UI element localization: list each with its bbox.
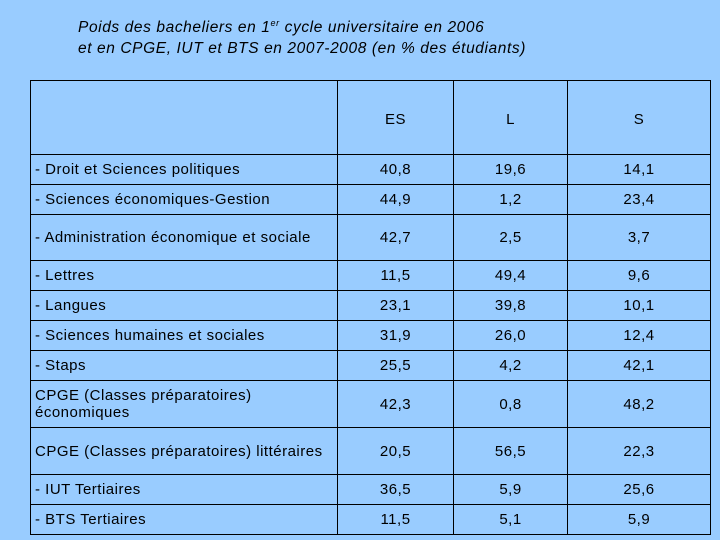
- cell-es: 42,3: [337, 380, 454, 428]
- cell-s: 14,1: [567, 154, 711, 185]
- data-table: ES L S - Droit et Sciences politiques 40…: [30, 80, 711, 535]
- page-title: Poids des bacheliers en 1er cycle univer…: [78, 13, 526, 59]
- cell-l: 26,0: [453, 320, 568, 351]
- table-row: CPGE (Classes préparatoires) littéraires…: [30, 427, 711, 475]
- cell-es: 20,5: [337, 427, 454, 475]
- cell-l: 56,5: [453, 427, 568, 475]
- header-l: L: [453, 80, 568, 155]
- title-superscript: er: [270, 18, 280, 28]
- cell-s: 42,1: [567, 350, 711, 381]
- table-row: - Sciences économiques-Gestion 44,9 1,2 …: [30, 184, 711, 215]
- cell-l: 2,5: [453, 214, 568, 261]
- cell-es: 23,1: [337, 290, 454, 321]
- title-line-1-end: cycle universitaire en 2006: [279, 19, 485, 36]
- row-label: - Administration économique et sociale: [30, 214, 338, 261]
- row-label: CPGE (Classes préparatoires) économiques: [30, 380, 338, 428]
- table-row: - Staps 25,5 4,2 42,1: [30, 350, 711, 381]
- table-row: CPGE (Classes préparatoires) économiques…: [30, 380, 711, 428]
- table-row: - BTS Tertiaires 11,5 5,1 5,9: [30, 504, 711, 535]
- cell-s: 9,6: [567, 260, 711, 291]
- cell-l: 39,8: [453, 290, 568, 321]
- header-row: ES L S: [30, 80, 711, 155]
- row-label: - Sciences économiques-Gestion: [30, 184, 338, 215]
- title-line-1: Poids des bacheliers en 1er cycle univer…: [78, 13, 526, 38]
- cell-l: 19,6: [453, 154, 568, 185]
- header-es: ES: [337, 80, 454, 155]
- row-label: - BTS Tertiaires: [30, 504, 338, 535]
- title-line-2: et en CPGE, IUT et BTS en 2007-2008 (en …: [78, 40, 527, 57]
- cell-es: 36,5: [337, 474, 454, 505]
- cell-s: 12,4: [567, 320, 711, 351]
- cell-l: 5,9: [453, 474, 568, 505]
- cell-es: 11,5: [337, 504, 454, 535]
- cell-l: 49,4: [453, 260, 568, 291]
- row-label: - Droit et Sciences politiques: [30, 154, 338, 185]
- cell-s: 10,1: [567, 290, 711, 321]
- cell-es: 31,9: [337, 320, 454, 351]
- table-row: - Droit et Sciences politiques 40,8 19,6…: [30, 154, 711, 185]
- row-label: - IUT Tertiaires: [30, 474, 338, 505]
- cell-s: 25,6: [567, 474, 711, 505]
- cell-s: 23,4: [567, 184, 711, 215]
- table-row: - Lettres 11,5 49,4 9,6: [30, 260, 711, 291]
- cell-l: 1,2: [453, 184, 568, 215]
- cell-es: 40,8: [337, 154, 454, 185]
- table-row: - IUT Tertiaires 36,5 5,9 25,6: [30, 474, 711, 505]
- table-row: - Administration économique et sociale 4…: [30, 214, 711, 261]
- row-label: - Langues: [30, 290, 338, 321]
- cell-l: 0,8: [453, 380, 568, 428]
- cell-s: 48,2: [567, 380, 711, 428]
- table-row: - Sciences humaines et sociales 31,9 26,…: [30, 320, 711, 351]
- title-line-1-start: Poids des bacheliers en 1: [78, 19, 271, 36]
- cell-l: 5,1: [453, 504, 568, 535]
- cell-l: 4,2: [453, 350, 568, 381]
- row-label: - Lettres: [30, 260, 338, 291]
- cell-es: 25,5: [337, 350, 454, 381]
- cell-es: 11,5: [337, 260, 454, 291]
- header-s: S: [567, 80, 711, 155]
- cell-es: 42,7: [337, 214, 454, 261]
- cell-s: 5,9: [567, 504, 711, 535]
- cell-s: 22,3: [567, 427, 711, 475]
- header-empty-cell: [30, 80, 338, 155]
- cell-s: 3,7: [567, 214, 711, 261]
- table-row: - Langues 23,1 39,8 10,1: [30, 290, 711, 321]
- row-label: CPGE (Classes préparatoires) littéraires: [30, 427, 338, 475]
- row-label: - Staps: [30, 350, 338, 381]
- row-label: - Sciences humaines et sociales: [30, 320, 338, 351]
- cell-es: 44,9: [337, 184, 454, 215]
